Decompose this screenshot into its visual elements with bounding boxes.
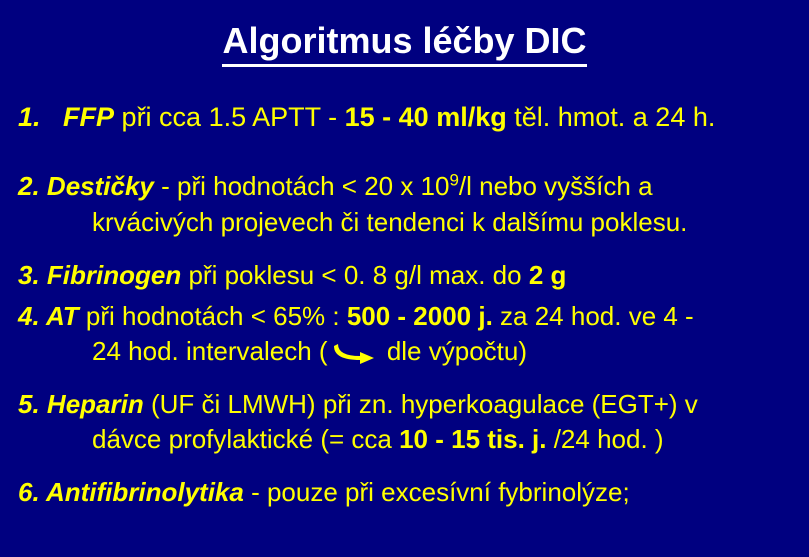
text: 24 hod. intervalech ( — [92, 336, 328, 366]
list-item: 5. Heparin (UF či LMWH) při zn. hyperkoa… — [18, 387, 791, 457]
dose: 15 - 40 ml/kg — [345, 102, 507, 132]
text: (UF či LMWH) při zn. hyperkoagulace (EGT… — [144, 389, 698, 419]
list-item: 4. AT při hodnotách < 65% : 500 - 2000 j… — [18, 299, 791, 369]
text: při cca 1.5 APTT - — [114, 102, 345, 132]
title-container: Algoritmus léčby DIC — [0, 0, 809, 67]
item-number: 2. — [18, 171, 47, 201]
text-cont: krvácivých projevech či tendenci k další… — [18, 205, 791, 240]
dose: 2 g — [529, 260, 567, 290]
superscript: 9 — [449, 171, 458, 190]
text: /24 hod. ) — [546, 424, 663, 454]
item-number: 3. — [18, 260, 47, 290]
dose: 10 - 15 tis. j. — [399, 424, 546, 454]
text: při poklesu < 0. 8 g/l max. do — [181, 260, 529, 290]
term-antifibrinolytika: Antifibrinolytika — [46, 477, 244, 507]
text: za 24 hod. ve 4 - — [493, 301, 694, 331]
item-number: 1. — [18, 102, 41, 132]
text-cont: 24 hod. intervalech ( dle výpočtu) — [18, 334, 791, 369]
content-area: 1. FFP při cca 1.5 APTT - 15 - 40 ml/kg … — [0, 99, 809, 510]
text: - při hodnotách < 20 x 10 — [154, 171, 450, 201]
list-item: 2. Destičky - při hodnotách < 20 x 109/l… — [18, 169, 791, 239]
term-fibrinogen: Fibrinogen — [47, 260, 181, 290]
text: - pouze při excesívní fybrinolýze; — [244, 477, 630, 507]
text: při hodnotách < 65% : — [79, 301, 347, 331]
term-ffp: FFP — [63, 102, 114, 132]
dose: 500 - 2000 j. — [347, 301, 493, 331]
text-cont: dávce profylaktické (= cca 10 - 15 tis. … — [18, 422, 791, 457]
item-number: 4. — [18, 301, 46, 331]
item-number: 6. — [18, 477, 46, 507]
text: dávce profylaktické (= cca — [92, 424, 399, 454]
term-at: AT — [46, 301, 79, 331]
page-title: Algoritmus léčby DIC — [222, 20, 586, 67]
term-heparin: Heparin — [47, 389, 144, 419]
arrow-icon — [332, 342, 376, 364]
item-number: 5. — [18, 389, 47, 419]
list-item: 1. FFP při cca 1.5 APTT - 15 - 40 ml/kg … — [18, 99, 791, 135]
list-item: 6. Antifibrinolytika - pouze při excesív… — [18, 475, 791, 510]
list-item: 3. Fibrinogen při poklesu < 0. 8 g/l max… — [18, 258, 791, 293]
text: /l nebo vyšších a — [459, 171, 653, 201]
term-desticky: Destičky — [47, 171, 154, 201]
text: těl. hmot. a 24 h. — [507, 102, 716, 132]
text: dle výpočtu) — [380, 336, 527, 366]
